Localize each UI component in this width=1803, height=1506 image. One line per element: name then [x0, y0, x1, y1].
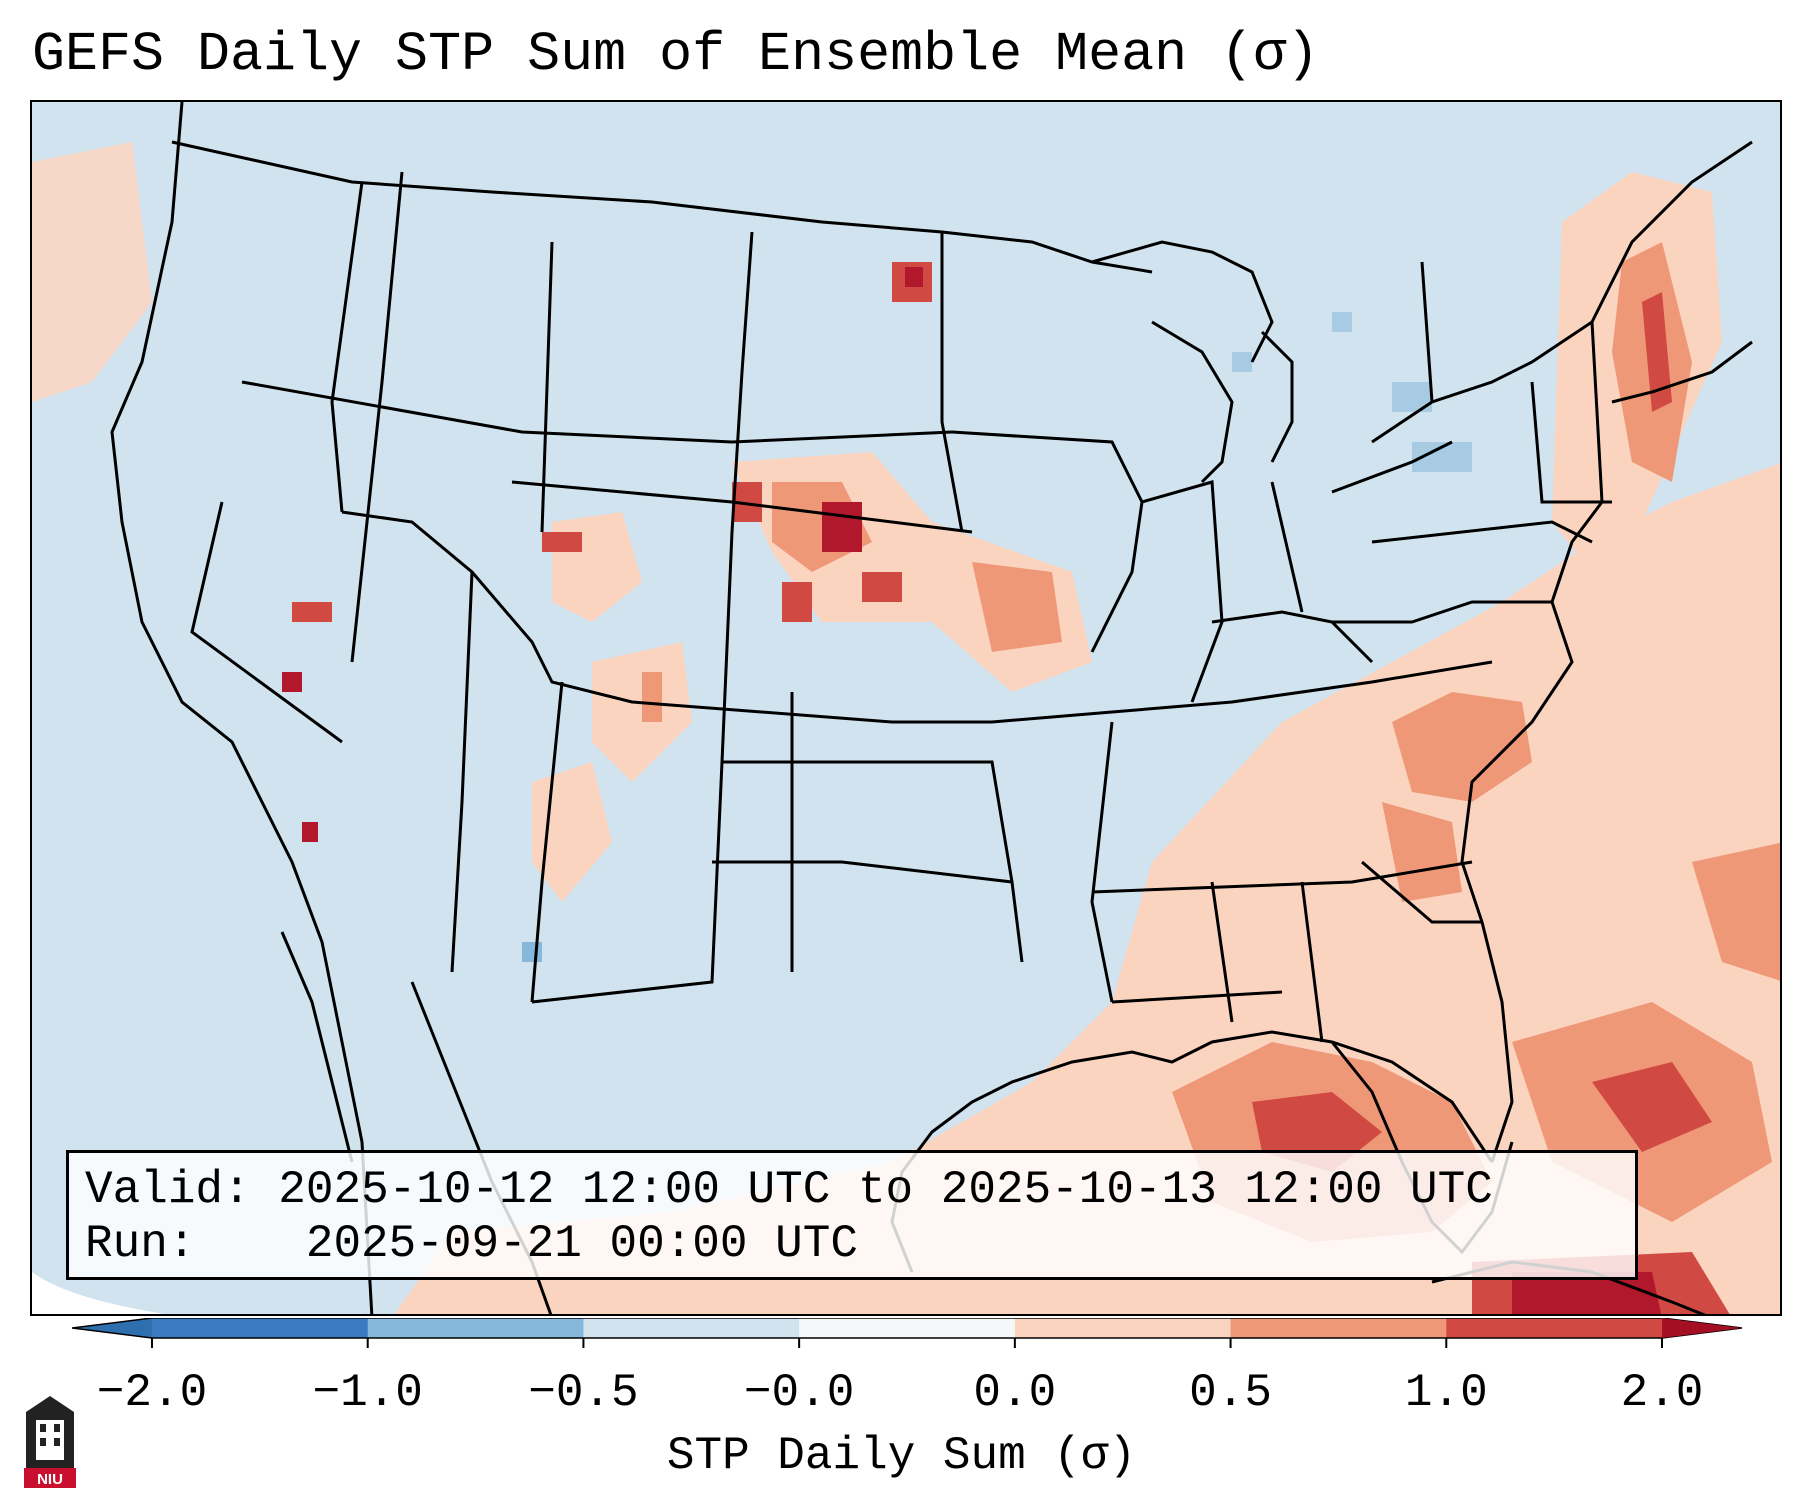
run-row: Run: 2025-09-21 00:00 UTC — [85, 1217, 1621, 1271]
colorbar-outline — [72, 1318, 1742, 1339]
colorbar-label: STP Daily Sum (σ) — [666, 1430, 1137, 1482]
colorbar-tick-label: 0.5 — [1189, 1367, 1272, 1419]
map-title: GEFS Daily STP Sum of Ensemble Mean (σ) — [32, 23, 1320, 86]
colorbar-segment — [583, 1318, 800, 1338]
colorbar-segment — [1446, 1318, 1663, 1338]
valid-label: Valid: — [85, 1164, 251, 1216]
colorbar-tick-label: 0.0 — [973, 1367, 1057, 1419]
colorbar-segment — [1014, 1318, 1232, 1338]
colorbar-segment — [799, 1318, 1016, 1338]
domain-edge — [32, 1272, 165, 1314]
colorbar — [72, 1318, 1742, 1348]
niu-logo: NIU — [24, 1396, 76, 1488]
state-borders — [110, 102, 1753, 1314]
logo-text: NIU — [37, 1471, 63, 1488]
colorbar-tick-label: 1.0 — [1404, 1367, 1488, 1419]
colorbar-segment — [367, 1318, 584, 1338]
colorbar-segment — [152, 1318, 369, 1338]
colorbar-tick-label: 2.0 — [1620, 1367, 1704, 1419]
colorbar-tick-label: −2.0 — [96, 1367, 208, 1419]
colorbar-tick-label: −0.5 — [528, 1367, 639, 1419]
colorbar-over-arrow — [1662, 1318, 1742, 1338]
valid-run-info-box: Valid: 2025-10-12 12:00 UTC to 2025-10-1… — [66, 1150, 1638, 1280]
map-canvas — [32, 102, 1780, 1314]
colorbar-tick-label: −0.0 — [743, 1367, 855, 1419]
valid-value: 2025-10-12 12:00 UTC to 2025-10-13 12:00… — [278, 1164, 1493, 1216]
colorbar-segment — [1230, 1318, 1447, 1338]
valid-row: Valid: 2025-10-12 12:00 UTC to 2025-10-1… — [85, 1163, 1621, 1217]
map-panel — [30, 100, 1782, 1316]
colorbar-under-arrow — [72, 1318, 152, 1338]
run-value: 2025-09-21 00:00 UTC — [305, 1218, 858, 1270]
colorbar-tick-label: −1.0 — [312, 1367, 423, 1419]
run-label: Run: — [85, 1218, 196, 1270]
